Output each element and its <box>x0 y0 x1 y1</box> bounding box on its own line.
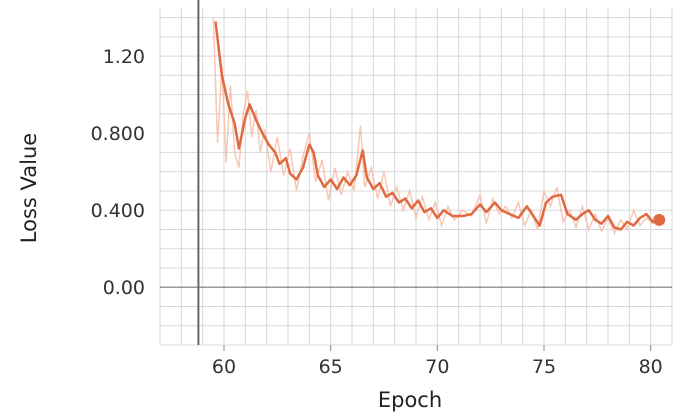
x-tick-label: 65 <box>319 356 343 378</box>
y-tick-label: 0.800 <box>91 123 145 145</box>
raw-loss-line <box>212 17 660 236</box>
y-tick-label: 1.20 <box>103 46 145 68</box>
x-tick-label: 70 <box>425 356 449 378</box>
smoothed-loss-line <box>214 21 660 231</box>
y-tick-label: 0.00 <box>103 277 145 299</box>
x-tick-label: 75 <box>532 356 556 378</box>
y-tick-label: 0.400 <box>91 200 145 222</box>
y-axis-title: Loss Value <box>17 133 41 243</box>
x-tick-label: 80 <box>639 356 663 378</box>
x-axis-title: Epoch <box>378 388 442 412</box>
last-point-marker <box>653 213 666 226</box>
x-tick-label: 60 <box>212 356 236 378</box>
